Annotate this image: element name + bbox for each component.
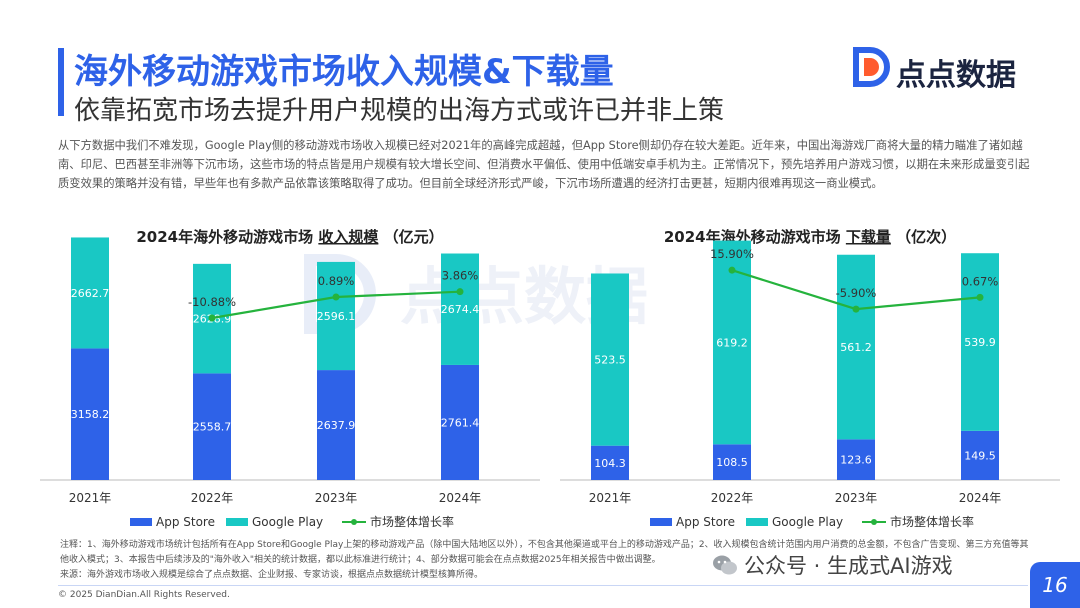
data-label-google-play: 2662.7	[71, 287, 110, 300]
revenue-chart: 2024年海外移动游戏市场 收入规模 （亿元） 3158.2 2662.7 2021年…	[40, 228, 540, 529]
page-number: 16	[1030, 562, 1080, 608]
intro-paragraph: 从下方数据中我们不难发现，Google Play侧的移动游戏市场收入规模已经对2…	[58, 139, 1030, 190]
bar-app-store	[961, 430, 999, 480]
x-tick-label: 2022年	[711, 491, 754, 505]
footnote-note: 注释：1、海外移动游戏市场统计包括所有在App Store和Google Pla…	[60, 540, 1029, 565]
x-tick-label: 2022年	[191, 491, 234, 505]
data-label-google-play: 523.5	[594, 354, 626, 367]
footnotes: 注释：1、海外移动游戏市场统计包括所有在App Store和Google Pla…	[60, 538, 1035, 583]
x-tick-label: 2024年	[439, 491, 482, 505]
x-tick-label: 2021年	[589, 491, 632, 505]
legend-swatch-growth-dot	[351, 519, 357, 525]
chart-title-prefix: 2024年海外移动游戏市场	[136, 228, 318, 246]
bar-app-store	[837, 439, 875, 480]
legend-label-google-play: Google Play	[772, 515, 843, 529]
data-label-app-store: 2558.7	[193, 421, 232, 434]
growth-label: 0.67%	[962, 274, 999, 288]
data-label-google-play: 539.9	[964, 336, 996, 349]
x-tick-label: 2021年	[69, 491, 112, 505]
bar-google-play	[317, 261, 355, 371]
bar-google-play	[441, 253, 479, 365]
growth-point	[332, 293, 340, 301]
growth-point	[852, 305, 860, 313]
data-label-app-store: 104.3	[594, 457, 626, 470]
legend-label-growth: 市场整体增长率	[890, 514, 974, 529]
chart-title: 2024年海外移动游戏市场 下载量 （亿次）	[664, 228, 956, 246]
diandian-logo-icon	[853, 47, 890, 87]
growth-point	[976, 293, 984, 301]
data-label-google-play: 2596.1	[317, 310, 356, 323]
footer-divider	[58, 585, 1028, 586]
growth-label: 3.86%	[442, 269, 479, 283]
x-tick-label: 2024年	[959, 491, 1002, 505]
downloads-chart: 2024年海外移动游戏市场 下载量 （亿次） 104.3 523.5 2021年 108…	[560, 228, 1060, 529]
bar-google-play	[71, 237, 109, 349]
growth-label: -5.90%	[836, 286, 877, 300]
legend-swatch-growth-dot	[871, 519, 877, 525]
bar-app-store	[193, 373, 231, 480]
growth-point	[456, 288, 464, 296]
data-label-google-play: 2674.4	[441, 303, 480, 316]
bar-app-store	[441, 364, 479, 480]
wechat-icon	[713, 555, 737, 575]
copyright-text: © 2025 DianDian.All Rights Reserved.	[58, 590, 230, 600]
wechat-account: 公众号 · 生成式AI游戏	[712, 550, 953, 580]
bar-app-store	[71, 348, 109, 480]
logo-text: 点点数据	[896, 58, 1016, 93]
growth-label: -10.88%	[188, 295, 236, 309]
data-label-app-store: 108.5	[716, 456, 748, 469]
footnote-source: 来源：海外游戏市场收入规模是综合了点点数据、企业财报、专家访谈，根据点点数据统计…	[60, 570, 484, 580]
legend-label-google-play: Google Play	[252, 515, 323, 529]
legend-swatch-google-play	[226, 518, 248, 526]
growth-point	[208, 314, 216, 322]
data-label-app-store: 2761.4	[441, 416, 480, 429]
growth-label: 0.89%	[318, 274, 355, 288]
chart-title-key: 下载量	[846, 228, 891, 246]
bar-app-store	[713, 444, 751, 480]
data-label-app-store: 149.5	[964, 449, 996, 462]
bar-app-store	[591, 445, 629, 480]
chart-title-unit: （亿次）	[891, 228, 956, 246]
chart-title-unit: （亿元）	[378, 228, 443, 246]
data-label-app-store: 2637.9	[317, 419, 356, 432]
growth-point	[728, 266, 736, 274]
data-label-app-store: 3158.2	[71, 408, 110, 421]
legend-swatch-app-store	[650, 518, 672, 526]
chart-title-prefix: 2024年海外移动游戏市场	[664, 228, 846, 246]
x-tick-label: 2023年	[315, 491, 358, 505]
page-subtitle: 依靠拓宽市场去提升用户规模的出海方式或许已并非上策	[74, 96, 725, 126]
chart-title: 2024年海外移动游戏市场 收入规模 （亿元）	[136, 228, 443, 246]
bar-google-play	[837, 254, 875, 440]
bar-google-play	[591, 273, 629, 446]
legend-swatch-google-play	[746, 518, 768, 526]
data-label-google-play: 561.2	[840, 341, 872, 354]
title-accent-bar	[58, 48, 64, 116]
bar-app-store	[317, 370, 355, 480]
bar-google-play	[961, 253, 999, 431]
data-label-app-store: 123.6	[840, 454, 872, 467]
legend-swatch-app-store	[130, 518, 152, 526]
data-label-google-play: 619.2	[716, 336, 748, 349]
chart-title-key: 收入规模	[318, 228, 379, 246]
growth-label: 15.90%	[710, 247, 754, 261]
legend-label-app-store: App Store	[156, 515, 215, 529]
page-title: 海外移动游戏市场收入规模&下载量	[74, 52, 614, 92]
wechat-account-name: 公众号 · 生成式AI游戏	[744, 554, 953, 578]
legend-label-app-store: App Store	[676, 515, 735, 529]
x-tick-label: 2023年	[835, 491, 878, 505]
legend-label-growth: 市场整体增长率	[370, 514, 454, 529]
